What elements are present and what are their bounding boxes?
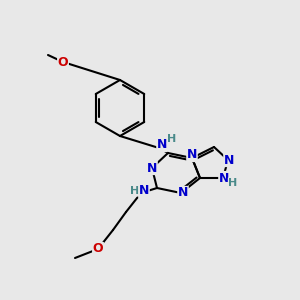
Text: N: N <box>219 172 229 184</box>
Text: O: O <box>58 56 68 68</box>
Text: H: H <box>228 178 238 188</box>
Text: O: O <box>93 242 103 256</box>
Text: N: N <box>224 154 234 166</box>
Text: N: N <box>187 148 197 161</box>
Text: N: N <box>178 187 188 200</box>
Text: N: N <box>157 139 167 152</box>
Text: H: H <box>167 134 177 144</box>
Text: N: N <box>139 184 149 197</box>
Text: N: N <box>147 161 157 175</box>
Text: H: H <box>130 186 140 196</box>
